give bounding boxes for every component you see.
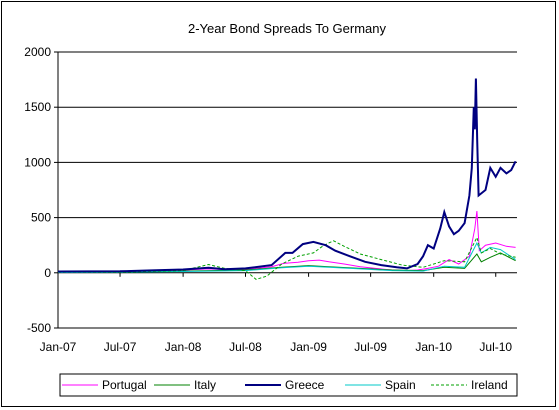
series-line-spain — [57, 241, 516, 273]
chart-title: 2-Year Bond Spreads To Germany — [188, 21, 387, 36]
legend — [59, 373, 518, 397]
x-tick-label: Jul-10 — [479, 340, 512, 354]
legend-label-portugal: Portugal — [102, 378, 147, 392]
y-tick-label: 0 — [44, 266, 51, 280]
x-tick-label: Jan-10 — [415, 340, 452, 354]
y-tick-label: 1500 — [24, 100, 51, 114]
legend-label-ireland: Ireland — [471, 378, 508, 392]
y-tick-label: 1000 — [24, 155, 51, 169]
x-tick-label: Jul-08 — [229, 340, 262, 354]
legend-label-spain: Spain — [385, 378, 416, 392]
x-tick-label: Jan-08 — [165, 340, 202, 354]
grid-lines — [58, 51, 517, 329]
series-line-greece — [57, 78, 517, 273]
y-tick-label: 2000 — [24, 45, 51, 59]
x-tick-label: Jul-09 — [354, 340, 387, 354]
legend-label-italy: Italy — [194, 378, 216, 392]
y-tick-label: 500 — [31, 211, 51, 225]
x-tick-label: Jan-09 — [290, 340, 327, 354]
series-line-italy — [57, 252, 516, 273]
x-tick-label: Jan-07 — [40, 340, 77, 354]
legend-label-greece: Greece — [285, 378, 325, 392]
x-tick-label: Jul-07 — [104, 340, 137, 354]
series-lines — [57, 78, 517, 280]
y-tick-label: -500 — [27, 321, 51, 335]
legend-entries: Portugal Italy Greece Spain Ireland — [62, 378, 508, 392]
axes: -500 0 500 1000 1500 2000 Jan-07 Jul-07 Jan-08 Ju… — [24, 45, 517, 354]
